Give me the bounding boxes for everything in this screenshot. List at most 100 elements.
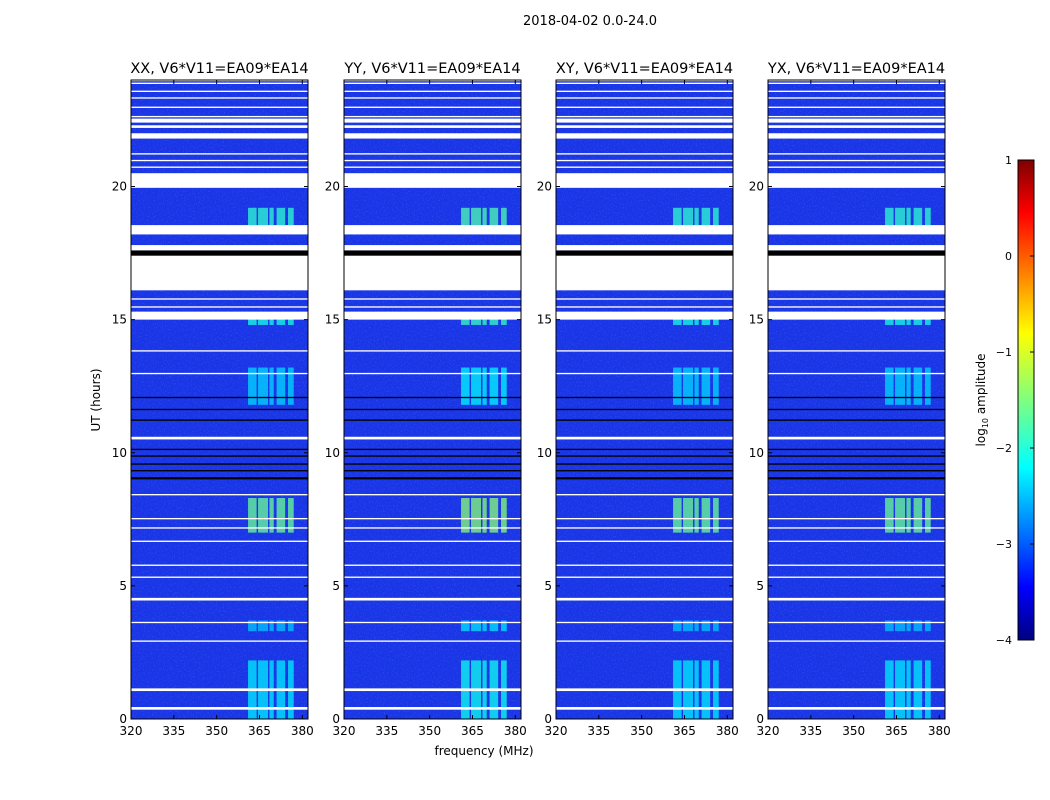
rfi-block xyxy=(895,207,906,227)
gap-band xyxy=(556,159,733,162)
gap-band xyxy=(131,311,308,320)
gap-band xyxy=(131,306,308,308)
y-tick-label: 10 xyxy=(749,446,764,460)
rfi-block xyxy=(269,620,274,632)
panel-title: YX, V6*V11=EA09*EA14 xyxy=(767,61,945,77)
gap-band xyxy=(556,311,733,320)
rfi-block xyxy=(683,367,694,405)
x-tick-label: 365 xyxy=(461,724,484,738)
flag-band xyxy=(344,448,521,451)
y-tick-label: 10 xyxy=(537,446,552,460)
gap-band xyxy=(556,306,733,308)
gap-band xyxy=(344,82,521,84)
rfi-block xyxy=(288,207,294,227)
gap-band xyxy=(131,298,308,300)
flag-band xyxy=(344,396,521,399)
flag-band xyxy=(131,250,308,256)
x-tick-label: 320 xyxy=(545,724,568,738)
gap-band xyxy=(556,436,733,440)
y-tick-label: 5 xyxy=(544,579,552,593)
rfi-block xyxy=(701,367,711,405)
rfi-block xyxy=(694,498,699,533)
gap-band xyxy=(768,527,945,529)
gap-band xyxy=(556,597,733,601)
colorbar-tick-label: −4 xyxy=(996,634,1012,647)
gap-band xyxy=(556,517,733,520)
gap-band xyxy=(768,166,945,168)
rfi-block xyxy=(673,367,682,405)
x-tick-label: 335 xyxy=(375,724,398,738)
gap-band xyxy=(131,621,308,624)
gap-band xyxy=(344,540,521,542)
gap-band xyxy=(131,118,308,123)
rfi-block xyxy=(713,207,719,227)
gap-band xyxy=(768,311,945,320)
gap-band xyxy=(768,640,945,642)
rfi-block xyxy=(683,620,694,632)
rfi-block xyxy=(673,207,682,227)
rfi-block xyxy=(694,620,699,632)
x-tick-label: 365 xyxy=(248,724,271,738)
x-tick-label: 380 xyxy=(504,724,527,738)
rfi-block xyxy=(258,367,269,405)
flag-band xyxy=(131,396,308,399)
gap-band xyxy=(131,576,308,578)
gap-band xyxy=(344,97,521,99)
y-tick-label: 5 xyxy=(332,579,340,593)
gap-band xyxy=(344,133,521,139)
rfi-block xyxy=(885,207,894,227)
rfi-block xyxy=(248,207,257,227)
rfi-block xyxy=(461,498,470,533)
gap-band xyxy=(556,80,733,82)
gap-band xyxy=(131,688,308,692)
gap-band xyxy=(556,115,733,118)
gap-band xyxy=(344,106,521,108)
rfi-block xyxy=(461,620,470,632)
gap-band xyxy=(768,82,945,84)
gap-band xyxy=(131,166,308,168)
panel-frame xyxy=(130,79,309,720)
gap-band xyxy=(768,540,945,542)
flag-band xyxy=(556,470,733,472)
x-tick-label: 350 xyxy=(630,724,653,738)
rfi-block xyxy=(258,207,269,227)
gap-band xyxy=(556,225,733,235)
y-tick-label: 0 xyxy=(332,712,340,726)
rfi-block xyxy=(895,620,906,632)
gap-band xyxy=(556,82,733,84)
gap-band xyxy=(131,372,308,375)
gap-band xyxy=(556,97,733,99)
colorbar-ticks: 1 0 −1 −2 −3 −4 xyxy=(996,154,1034,647)
y-tick-label: 5 xyxy=(119,579,127,593)
rfi-block xyxy=(276,207,286,227)
gap-band xyxy=(768,118,945,123)
gap-band xyxy=(768,90,945,92)
y-tick-label: 0 xyxy=(544,712,552,726)
gap-band xyxy=(344,255,521,291)
gap-band xyxy=(556,133,733,139)
gap-band xyxy=(556,106,733,108)
flag-band xyxy=(131,419,308,421)
gap-band xyxy=(768,133,945,139)
colorbar-gradient xyxy=(1017,159,1035,641)
x-tick-label: 320 xyxy=(120,724,143,738)
panel-title: XY, V6*V11=EA09*EA14 xyxy=(556,61,733,77)
gap-band xyxy=(556,707,733,710)
gap-band xyxy=(556,245,733,251)
gap-band xyxy=(344,527,521,529)
x-tick-label: 350 xyxy=(418,724,441,738)
gap-band xyxy=(768,306,945,308)
gap-band xyxy=(131,82,308,84)
y-tick-label: 0 xyxy=(119,712,127,726)
flag-band xyxy=(131,477,308,480)
rfi-block xyxy=(906,367,911,405)
y-tick-label: 20 xyxy=(537,180,552,194)
rfi-block xyxy=(885,620,894,632)
gap-band xyxy=(344,306,521,308)
flag-band xyxy=(556,477,733,480)
figure-suptitle: 2018-04-02 0.0-24.0 xyxy=(523,14,657,29)
x-tick-label: 335 xyxy=(162,724,185,738)
flag-band xyxy=(768,463,945,465)
gap-band xyxy=(768,115,945,118)
rfi-block xyxy=(701,207,711,227)
